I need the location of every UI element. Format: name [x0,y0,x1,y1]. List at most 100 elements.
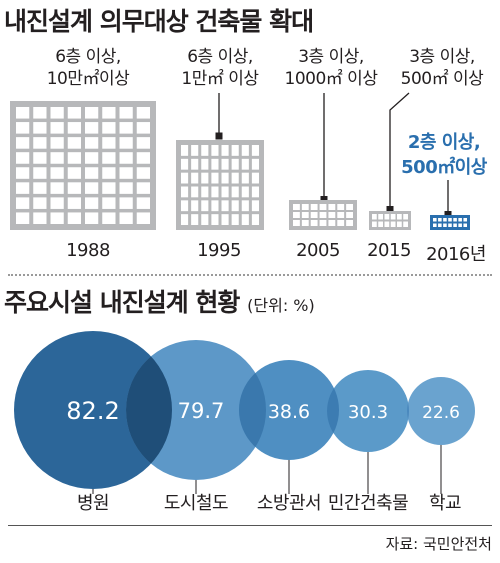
window [191,186,199,198]
window [463,218,467,222]
window [328,220,336,226]
window [33,197,47,209]
leader-dot-1995 [215,132,223,140]
window [191,200,199,212]
window [301,212,309,218]
leader-2015 [389,92,410,210]
leader-dot-2016 [444,211,452,218]
window [16,122,30,134]
window [85,197,99,209]
caption-2015-line2: 500㎡ 이상 [400,69,484,89]
window [458,218,462,222]
window [191,214,199,225]
window [102,122,116,134]
window [50,167,64,179]
window [85,122,99,134]
caption-2005-line2: 1000㎡ 이상 [284,69,378,89]
window [85,152,99,164]
window [191,172,199,184]
window [221,200,229,212]
window [241,172,249,184]
window [433,218,437,222]
window [50,182,64,194]
window [310,204,318,210]
window [16,107,30,119]
building-2015 [369,211,411,230]
window [443,218,447,222]
window [50,152,64,164]
building-2005 [289,200,357,230]
value-private-building: 30.3 [348,402,388,423]
label-subway: 도시철도 [163,493,229,514]
caption-1988-line1: 6층 이상, [55,47,121,67]
caption-2016-line1: 2층 이상, [407,132,481,153]
window [85,182,99,194]
label-hospital: 병원 [76,493,110,514]
window [301,220,309,226]
window [231,158,239,170]
caption-2015: 3층 이상, 500㎡ 이상 [388,46,496,90]
window [85,167,99,179]
window [221,145,229,156]
window [119,122,133,134]
window [181,200,189,212]
window [102,182,116,194]
leader-dot-2005 [320,196,328,203]
window [85,137,99,149]
window [33,137,47,149]
window [211,214,219,225]
window [136,122,150,134]
window [211,158,219,170]
window [33,152,47,164]
window [453,218,457,222]
year-2016: 2016년 [426,244,486,265]
window [181,186,189,198]
window [231,186,239,198]
window [231,172,239,184]
window [201,200,209,212]
window [251,158,259,170]
building-1988 [10,101,156,230]
leader-dot-2015 [386,206,394,213]
window [102,197,116,209]
window [319,204,327,210]
window [251,172,259,184]
window [16,197,30,209]
window [458,223,462,227]
window [319,212,327,218]
window [293,212,300,218]
year-1988: 1988 [66,240,110,261]
window [191,145,199,156]
window [346,204,353,210]
unit-label: (단위: %) [247,296,315,315]
window [33,212,47,224]
window [301,204,309,210]
window [67,167,81,179]
window [181,158,189,170]
bubble-school [407,377,475,445]
window [241,158,249,170]
window [102,212,116,224]
window [231,200,239,212]
window [67,197,81,209]
window [211,172,219,184]
window [293,220,300,226]
window [119,107,133,119]
window [448,223,452,227]
value-hospital: 82.2 [66,397,119,425]
caption-1995-line1: 6층 이상, [187,47,253,67]
window [50,197,64,209]
window [16,212,30,224]
value-fire-station: 38.6 [268,401,310,423]
window [119,197,133,209]
year-2015: 2015 [367,240,411,261]
value-school: 22.6 [422,403,460,423]
window [251,145,259,156]
window [119,167,133,179]
bubble-hospital [14,331,172,489]
window [384,221,390,227]
window [136,137,150,149]
caption-1995-line2: 1만㎡ 이상 [181,69,259,89]
window [181,214,189,225]
window [346,212,353,218]
